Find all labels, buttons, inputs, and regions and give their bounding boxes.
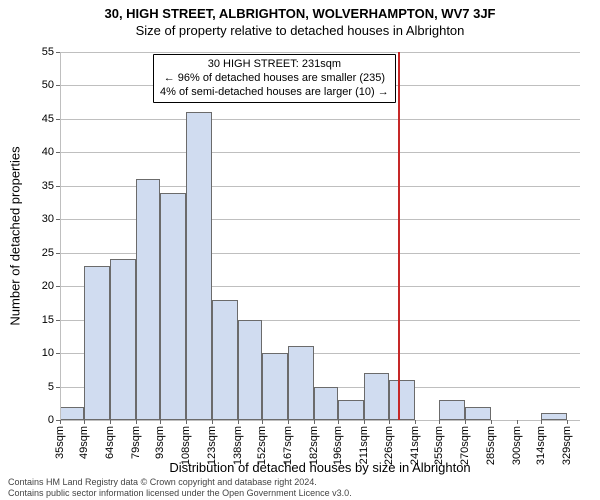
histogram-bar <box>262 353 288 420</box>
histogram-bar <box>60 407 84 420</box>
x-tick-mark <box>238 420 239 424</box>
histogram-bar <box>212 300 238 420</box>
y-tick-label: 0 <box>48 414 54 426</box>
x-tick-mark <box>389 420 390 424</box>
x-axis-label: Distribution of detached houses by size … <box>60 460 580 475</box>
x-tick-mark <box>186 420 187 424</box>
histogram-bar <box>84 266 110 420</box>
x-tick-mark <box>110 420 111 424</box>
histogram-bar <box>338 400 364 420</box>
histogram-bar <box>238 320 262 420</box>
x-tick-mark <box>567 420 568 424</box>
x-tick-mark <box>262 420 263 424</box>
histogram-bar <box>186 112 212 420</box>
histogram-bar <box>288 346 314 420</box>
x-tick-mark <box>288 420 289 424</box>
y-tick-label: 20 <box>42 280 54 292</box>
y-tick-label: 35 <box>42 180 54 192</box>
x-tick-mark <box>160 420 161 424</box>
histogram-bar <box>314 387 338 420</box>
histogram-bar <box>465 407 491 420</box>
y-tick-label: 55 <box>42 46 54 58</box>
y-axis-label-wrap: Number of detached properties <box>6 52 24 420</box>
footer-line-2: Contains public sector information licen… <box>8 488 352 498</box>
reference-line <box>398 52 400 420</box>
x-tick-mark <box>439 420 440 424</box>
y-axis-label: Number of detached properties <box>8 146 23 325</box>
x-tick-mark <box>136 420 137 424</box>
histogram-bar <box>160 193 186 420</box>
page-title: 30, HIGH STREET, ALBRIGHTON, WOLVERHAMPT… <box>0 0 600 21</box>
y-tick-label: 50 <box>42 79 54 91</box>
y-tick-label: 40 <box>42 146 54 158</box>
y-tick-label: 5 <box>48 381 54 393</box>
y-tick-label: 25 <box>42 247 54 259</box>
x-tick-mark <box>338 420 339 424</box>
x-tick-mark <box>212 420 213 424</box>
x-tick-label: 64sqm <box>104 426 116 459</box>
bars-layer <box>60 52 580 420</box>
footer-attribution: Contains HM Land Registry data © Crown c… <box>8 477 352 498</box>
x-tick-mark <box>314 420 315 424</box>
x-tick-mark <box>364 420 365 424</box>
y-tick-label: 30 <box>42 213 54 225</box>
x-tick-mark <box>84 420 85 424</box>
x-tick-mark <box>541 420 542 424</box>
x-tick-mark <box>517 420 518 424</box>
y-tick-label: 45 <box>42 113 54 125</box>
histogram-bar <box>136 179 160 420</box>
page-subtitle: Size of property relative to detached ho… <box>0 23 600 38</box>
footer-line-1: Contains HM Land Registry data © Crown c… <box>8 477 352 487</box>
x-tick-label: 35sqm <box>54 426 66 459</box>
x-tick-mark <box>60 420 61 424</box>
y-tick-label: 15 <box>42 314 54 326</box>
callout-line-1: 30 HIGH STREET: 231sqm <box>160 58 389 72</box>
x-tick-mark <box>415 420 416 424</box>
x-tick-label: 79sqm <box>130 426 142 459</box>
histogram-bar <box>389 380 415 420</box>
x-tick-mark <box>465 420 466 424</box>
histogram-bar <box>110 259 136 420</box>
callout-box: 30 HIGH STREET: 231sqm← 96% of detached … <box>153 54 396 103</box>
callout-line-2: ← 96% of detached houses are smaller (23… <box>160 72 389 86</box>
x-tick-label: 211sqm <box>358 426 370 464</box>
y-axis-line <box>60 52 61 420</box>
histogram-bar <box>439 400 465 420</box>
x-tick-label: 93sqm <box>154 426 166 459</box>
x-tick-mark <box>491 420 492 424</box>
gridline <box>60 420 580 421</box>
histogram-plot: 051015202530354045505535sqm49sqm64sqm79s… <box>60 52 580 420</box>
y-tick-label: 10 <box>42 347 54 359</box>
histogram-bar <box>541 413 567 420</box>
histogram-bar <box>364 373 390 420</box>
callout-line-3: 4% of semi-detached houses are larger (1… <box>160 86 389 100</box>
x-tick-label: 49sqm <box>78 426 90 459</box>
